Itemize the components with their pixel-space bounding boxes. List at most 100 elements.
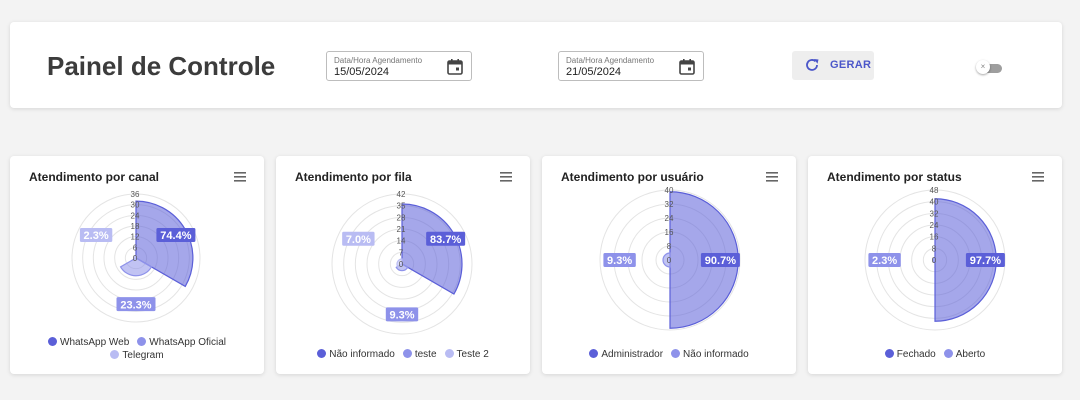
- data-label: 9.3%: [607, 255, 632, 267]
- polar-sector[interactable]: [932, 257, 936, 263]
- legend-label: Não informado: [329, 349, 395, 360]
- axis-tick-label: 14: [397, 237, 406, 246]
- axis-tick-label: 40: [665, 186, 674, 195]
- axis-tick-label: 16: [930, 233, 939, 242]
- legend-item[interactable]: Telegram: [110, 349, 164, 362]
- chart-card-fila: Atendimento por fila 42 35 28 21 14 7 0 83.7% 9.…: [276, 156, 530, 374]
- polar-sector[interactable]: [119, 257, 153, 277]
- data-label: 2.3%: [872, 255, 897, 267]
- axis-tick-label: 30: [131, 201, 140, 210]
- data-label-bg: [156, 227, 196, 242]
- generate-button[interactable]: GERAR: [792, 51, 874, 80]
- toggle-knob-close-icon: ×: [976, 60, 990, 74]
- axis-tick-label: 0: [667, 256, 672, 265]
- header-card: Painel de Controle Data/Hora Agendamento…: [10, 22, 1062, 108]
- legend-label: Administrador: [601, 349, 664, 360]
- chart-card-status: Atendimento por status 48 40 32 24 16 8 0 97.7%…: [808, 156, 1062, 374]
- legend-item[interactable]: Aberto: [943, 348, 986, 361]
- data-label: 23.3%: [120, 299, 151, 311]
- polar-sector[interactable]: [395, 263, 409, 272]
- legend-item[interactable]: Não informado: [317, 348, 395, 361]
- axis-tick-label: 18: [131, 222, 140, 231]
- start-date-value: 15/05/2024: [334, 66, 390, 78]
- menu-icon[interactable]: [1032, 172, 1044, 182]
- axis-tick-label: 48: [930, 186, 939, 195]
- polar-chart: 48 40 32 24 16 8 0 97.7% 2.3%: [864, 186, 1006, 331]
- chart-legend: Fechado Aberto: [808, 348, 1062, 361]
- axis-tick-label: 32: [930, 209, 939, 218]
- axis-tick-label: 6: [133, 243, 138, 252]
- data-label: 97.7%: [970, 255, 1001, 267]
- legend-item[interactable]: WhatsApp Oficial: [137, 336, 226, 349]
- end-date-label: Data/Hora Agendamento: [566, 56, 655, 65]
- axis-tick-label: 42: [397, 190, 406, 199]
- legend-dot-icon: [402, 349, 412, 358]
- axis-tick-label: 16: [665, 228, 674, 237]
- chart-legend: Não informado teste Teste 2: [276, 348, 530, 361]
- legend-item[interactable]: WhatsApp Web: [48, 336, 129, 349]
- chart-legend: Administrador Não informado: [542, 348, 796, 361]
- legend-label: Aberto: [955, 349, 986, 360]
- legend-item[interactable]: teste: [402, 348, 437, 361]
- legend-dot-icon: [317, 349, 327, 358]
- legend-dot-icon: [589, 349, 599, 358]
- polar-sector[interactable]: [662, 252, 671, 268]
- legend-label: teste: [414, 349, 437, 360]
- axis-tick-label: 0: [932, 256, 937, 265]
- polar-sector[interactable]: [133, 255, 137, 260]
- grid-ring: [599, 189, 741, 331]
- legend-dot-icon: [110, 350, 120, 359]
- calendar-icon[interactable]: [679, 58, 695, 75]
- theme-toggle[interactable]: ×: [976, 60, 1002, 74]
- polar-sector[interactable]: [396, 258, 403, 268]
- axis-tick-label: 21: [397, 225, 406, 234]
- menu-icon[interactable]: [500, 172, 512, 182]
- start-date-label: Data/Hora Agendamento: [334, 56, 423, 65]
- toggle-track: [980, 64, 1002, 73]
- legend-dot-icon: [444, 349, 454, 358]
- menu-icon[interactable]: [766, 172, 778, 182]
- legend-label: Fechado: [896, 349, 936, 360]
- legend-item[interactable]: Administrador: [589, 348, 663, 361]
- axis-tick-label: 7: [399, 248, 404, 257]
- chart-legend: WhatsApp Web WhatsApp Oficial Telegram: [10, 336, 264, 362]
- legend-dot-icon: [671, 349, 681, 358]
- legend-label: WhatsApp Oficial: [149, 337, 226, 348]
- axis-tick-label: 24: [131, 211, 140, 220]
- axis-tick-label: 8: [932, 244, 937, 253]
- menu-icon[interactable]: [234, 172, 246, 182]
- grid-ring: [71, 193, 201, 323]
- axis-tick-label: 12: [131, 233, 140, 242]
- axis-tick-label: 28: [397, 213, 406, 222]
- data-label-bg: [79, 227, 113, 242]
- chart-title: Atendimento por fila: [295, 170, 412, 184]
- data-label: 74.4%: [160, 230, 191, 242]
- axis-tick-label: 24: [665, 214, 674, 223]
- axis-tick-label: 32: [665, 200, 674, 209]
- grid-ring: [864, 189, 1006, 331]
- legend-label: Não informado: [683, 349, 749, 360]
- page-title: Painel de Controle: [47, 51, 276, 81]
- chart-card-canal: Atendimento por canal 36 30 24 18 12 6 0 74.4% 2…: [10, 156, 264, 374]
- polar-sector[interactable]: [401, 203, 463, 295]
- legend-dot-icon: [884, 349, 894, 358]
- data-label: 9.3%: [389, 310, 414, 322]
- start-date-field[interactable]: Data/Hora Agendamento 15/05/2024: [326, 51, 472, 81]
- chart-title: Atendimento por usuário: [561, 170, 704, 184]
- end-date-value: 21/05/2024: [566, 66, 622, 78]
- legend-item[interactable]: Não informado: [671, 348, 749, 361]
- data-label-bg: [116, 297, 156, 312]
- data-label-bg: [426, 231, 466, 246]
- end-date-field[interactable]: Data/Hora Agendamento 21/05/2024: [558, 51, 704, 81]
- data-label: 7.0%: [346, 234, 371, 246]
- polar-chart: 40 32 24 16 8 0 90.7% 9.3%: [599, 186, 741, 331]
- legend-item[interactable]: Fechado: [884, 348, 936, 361]
- chart-card-usuario: Atendimento por usuário 40 32 24 16 8 0 90.7% 9…: [542, 156, 796, 374]
- legend-dot-icon: [137, 337, 147, 346]
- legend-label: Telegram: [122, 350, 164, 361]
- axis-tick-label: 36: [131, 190, 140, 199]
- data-label-bg: [700, 253, 740, 267]
- legend-item[interactable]: Teste 2: [444, 348, 489, 361]
- calendar-icon[interactable]: [447, 58, 463, 75]
- generate-label: GERAR: [830, 59, 872, 71]
